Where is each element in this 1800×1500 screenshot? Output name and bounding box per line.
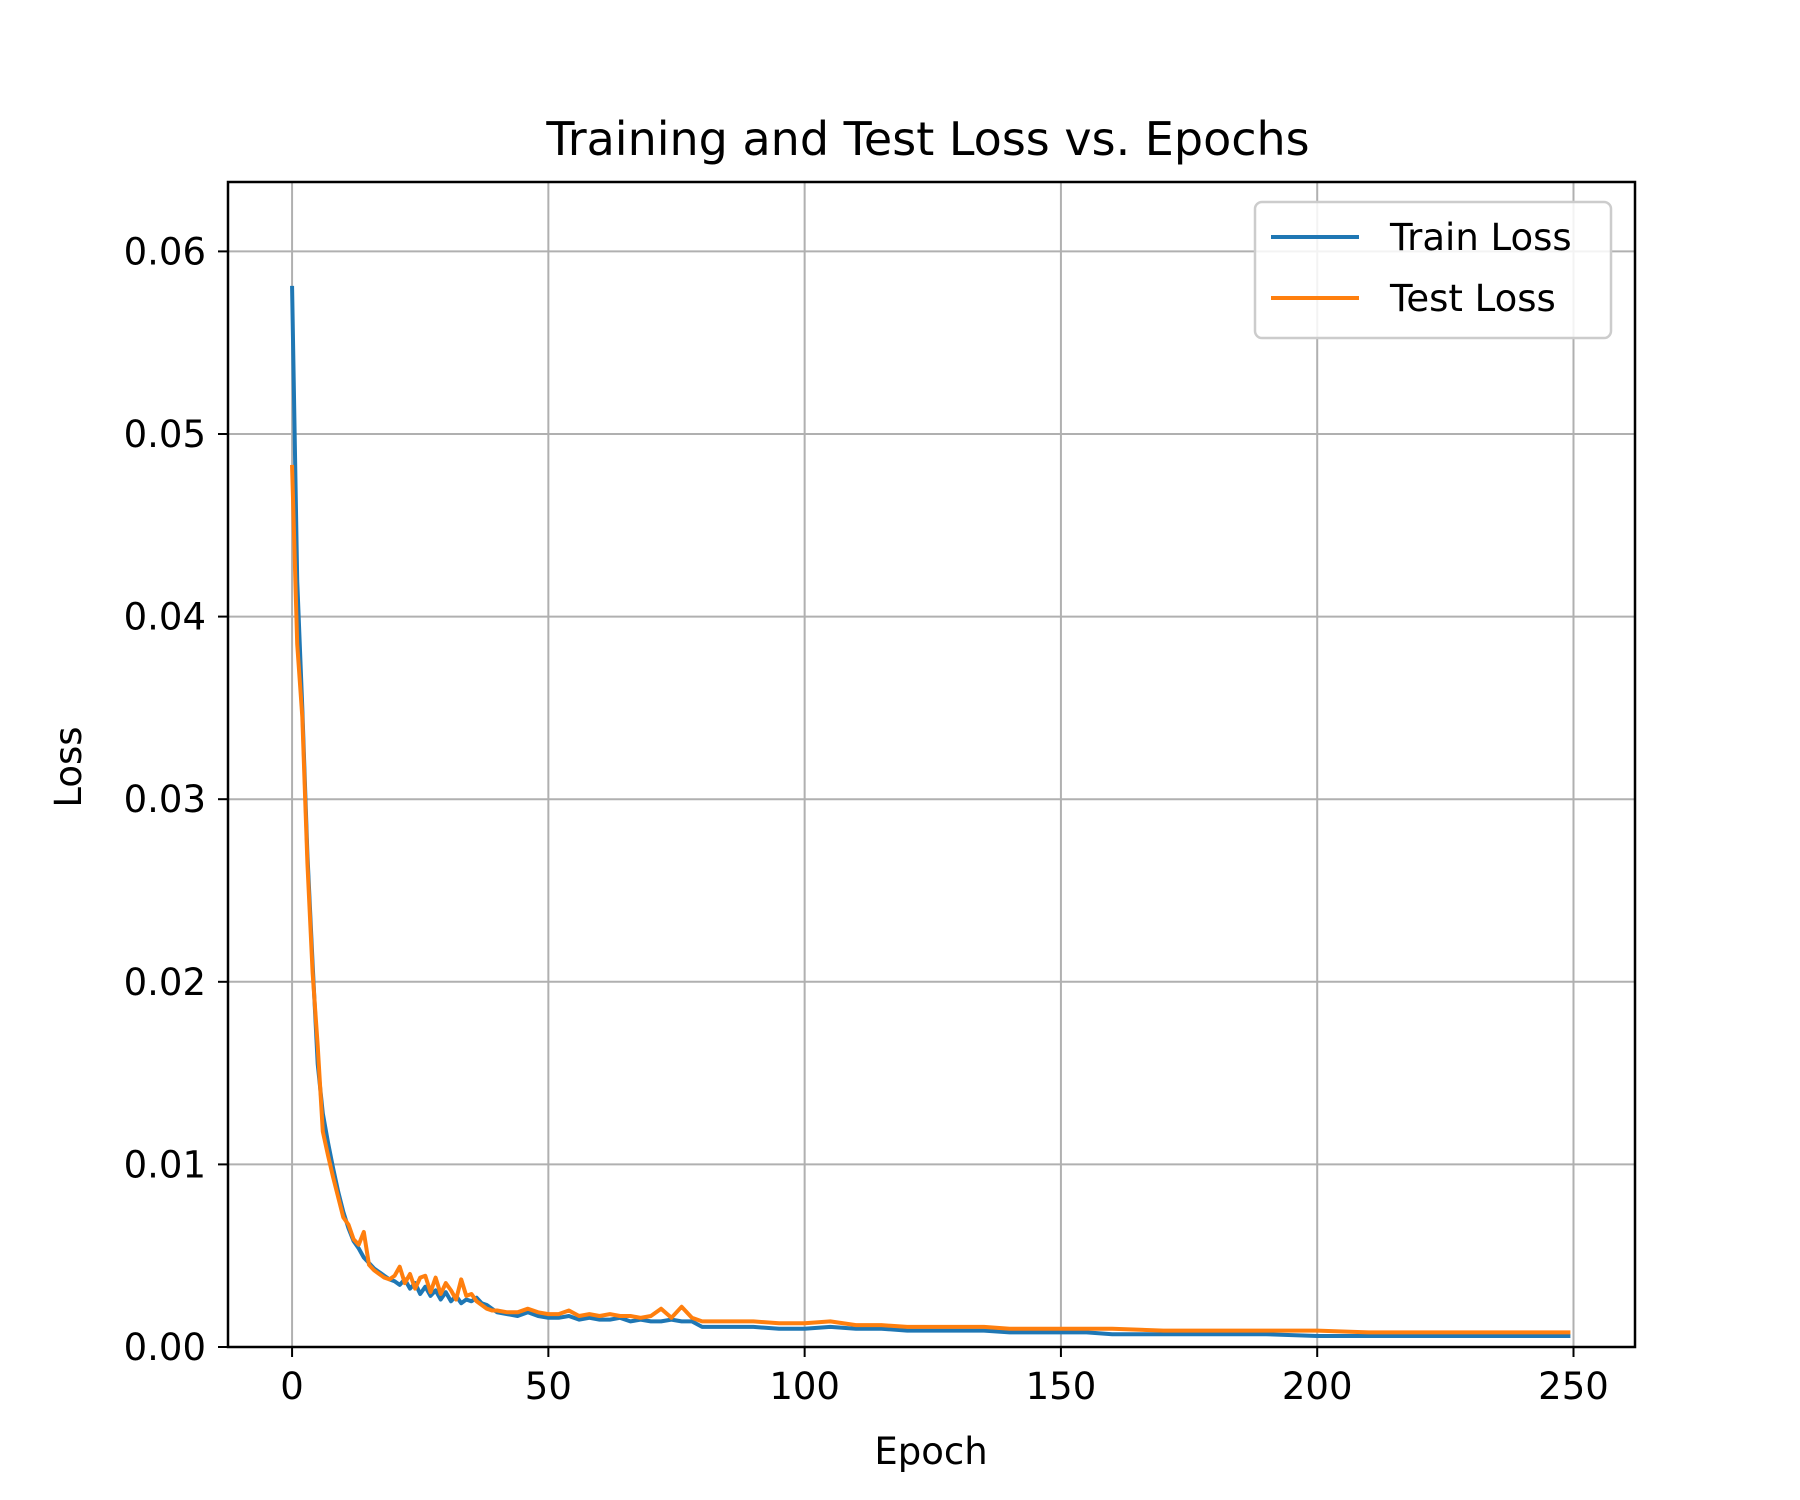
y-tick-label: 0.02 xyxy=(124,961,206,1004)
chart-title: Training and Test Loss vs. Epochs xyxy=(545,112,1309,166)
x-axis-label: Epoch xyxy=(874,1430,987,1473)
grid-lines xyxy=(228,182,1635,1348)
x-tick-label: 100 xyxy=(769,1365,840,1408)
y-tick-label: 0.01 xyxy=(124,1143,206,1186)
axis-ticks: 0 50 100 150 200 250 0.00 0.01 0.02 0.03 0.04 0.05 0… xyxy=(124,230,1609,1408)
y-axis-label: Loss xyxy=(47,726,90,807)
plot-frame xyxy=(226,180,1637,1349)
x-tick-label: 0 xyxy=(280,1365,304,1408)
x-tick-label: 50 xyxy=(525,1365,572,1408)
legend-train-loss-label: Train Loss xyxy=(1389,216,1572,259)
y-tick-label: 0.06 xyxy=(124,230,206,273)
x-tick-label: 250 xyxy=(1538,1365,1609,1408)
legend: Train Loss Test Loss xyxy=(1253,200,1613,340)
y-tick-label: 0.03 xyxy=(124,778,206,821)
legend-test-loss-label: Test Loss xyxy=(1389,277,1556,320)
y-tick-label: 0.05 xyxy=(124,413,206,456)
y-tick-label: 0.00 xyxy=(124,1326,206,1369)
x-tick-label: 200 xyxy=(1282,1365,1353,1408)
x-tick-label: 150 xyxy=(1026,1365,1097,1408)
y-tick-label: 0.04 xyxy=(124,596,206,639)
test-loss-line xyxy=(290,464,1571,1335)
series-layer xyxy=(290,285,1571,1338)
train-loss-line xyxy=(290,285,1571,1338)
